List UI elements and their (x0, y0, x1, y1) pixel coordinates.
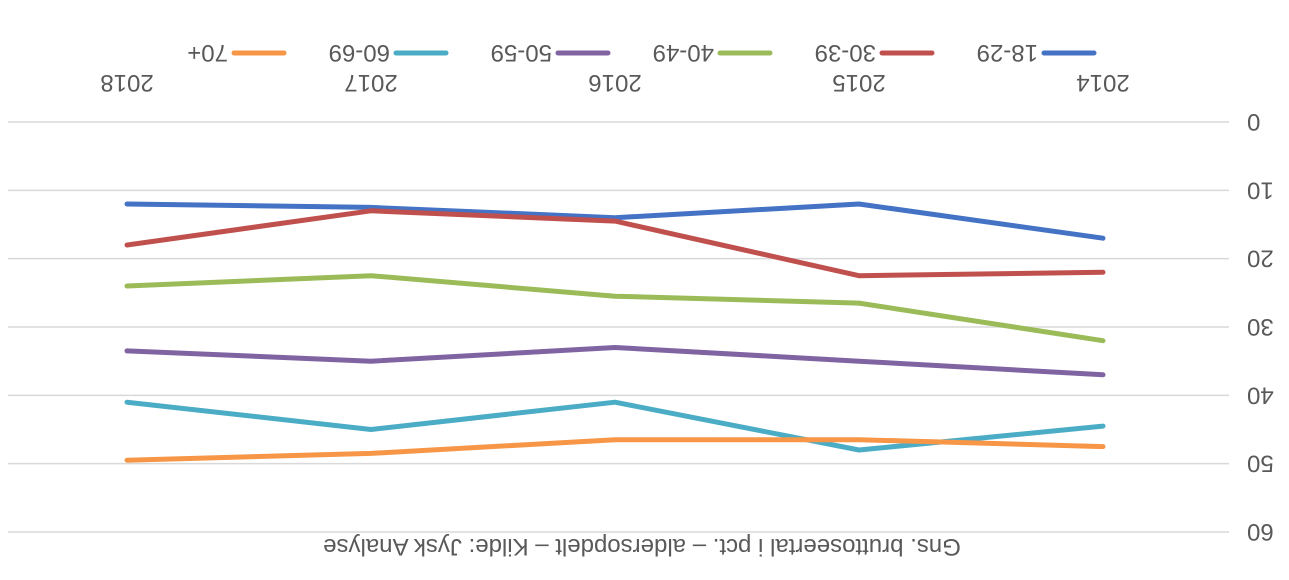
x-tick-label: 2014 (1076, 69, 1129, 96)
y-tick-label: 20 (1247, 245, 1274, 272)
series-line-30-39 (124, 208, 1106, 279)
series-line-40-49 (124, 273, 1106, 344)
legend-label: 40-49 (653, 39, 714, 66)
y-tick-label: 60 (1247, 518, 1274, 545)
series-lines (124, 201, 1106, 463)
legend-label: 60-69 (329, 39, 390, 66)
legend-label: 70+ (187, 39, 228, 66)
x-tick-labels: 2014 2015 2016 2017 2018 (100, 69, 1129, 96)
series-line-50-59 (124, 345, 1106, 378)
y-tick-labels: 0 10 20 30 40 50 60 (1247, 108, 1274, 545)
chart-title: Gns. bruttoseertal i pct. – aldersopdelt… (323, 533, 961, 560)
x-tick-label: 2018 (100, 69, 153, 96)
x-tick-label: 2016 (588, 69, 641, 96)
y-tick-label: 10 (1247, 176, 1274, 203)
series-line-18-29 (124, 201, 1106, 241)
y-tick-label: 30 (1247, 313, 1274, 340)
series-line-70plus (124, 437, 1106, 463)
y-tick-label: 50 (1247, 450, 1274, 477)
legend-label: 30-39 (815, 39, 876, 66)
y-tick-label: 40 (1247, 381, 1274, 408)
legend-label: 18-29 (977, 39, 1038, 66)
y-tick-label: 0 (1247, 108, 1260, 135)
x-tick-label: 2015 (832, 69, 885, 96)
legend-label: 50-59 (491, 39, 552, 66)
x-tick-label: 2017 (344, 69, 397, 96)
legend: 18-29 30-39 40-49 50-59 60-69 70+ (187, 39, 1097, 66)
